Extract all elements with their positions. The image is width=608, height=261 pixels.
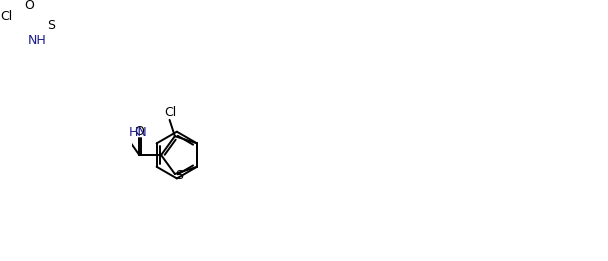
Text: S: S: [174, 169, 183, 182]
Text: O: O: [24, 0, 35, 13]
Text: O: O: [134, 125, 144, 138]
Text: HN: HN: [128, 126, 147, 139]
Text: S: S: [47, 19, 55, 32]
Text: Cl: Cl: [164, 105, 176, 118]
Text: NH: NH: [28, 34, 47, 47]
Text: Cl: Cl: [0, 10, 12, 22]
